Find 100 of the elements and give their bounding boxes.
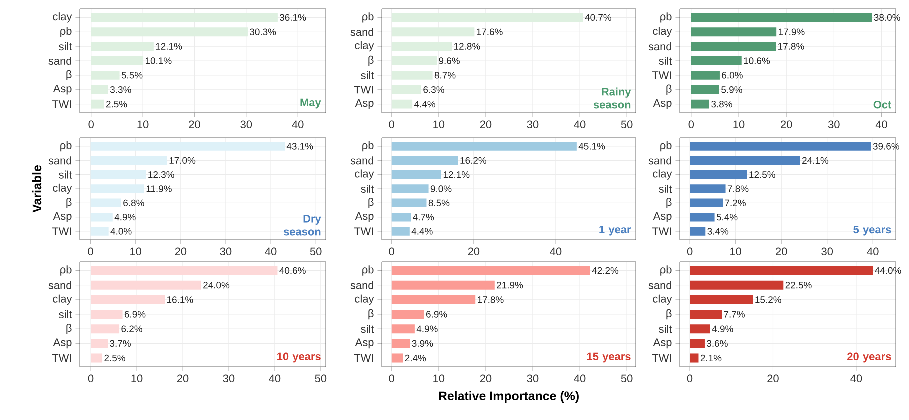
y-tick-label: silt	[59, 310, 72, 319]
x-axis-title: Relative Importance (%)	[439, 391, 579, 403]
y-tick-label: clay	[355, 294, 374, 306]
data-label: 6.3%	[424, 86, 444, 94]
x-tick-label: 0	[389, 248, 394, 256]
x-tick-label: 10	[138, 120, 149, 129]
bar	[91, 56, 144, 66]
x-tick-label: 10	[434, 120, 445, 129]
data-label: 9.0%	[430, 186, 452, 192]
y-tick-label: Asp	[653, 212, 672, 222]
x-tick-label: 0	[688, 120, 694, 129]
x-tick-label: 20	[177, 374, 189, 383]
bar	[690, 212, 715, 222]
x-tick-label: 10	[434, 374, 445, 383]
bar	[90, 212, 113, 222]
y-tick-label: ρb	[60, 266, 72, 276]
annotation: Rainy season	[594, 88, 632, 109]
bar	[91, 85, 108, 94]
bar	[392, 227, 410, 236]
x-tick-label: 20	[776, 248, 788, 256]
data-label: 2.1%	[700, 354, 722, 362]
bar	[690, 142, 872, 151]
bar	[690, 266, 874, 276]
bar	[91, 339, 108, 348]
annotation: 10 years	[278, 352, 321, 363]
bar	[91, 266, 278, 276]
bar	[91, 310, 123, 320]
x-tick-label: 0	[88, 248, 94, 256]
bar	[392, 339, 410, 348]
y-tick-label: β	[368, 198, 374, 208]
data-label: 8.5%	[428, 200, 450, 207]
y-tick-label: silt	[361, 71, 374, 80]
bar	[690, 198, 724, 208]
bar	[691, 28, 777, 37]
bar	[690, 354, 699, 363]
x-tick-label: 30	[527, 374, 539, 383]
bar	[691, 100, 710, 109]
bar	[90, 156, 168, 166]
y-tick-label: β	[66, 198, 72, 208]
x-tick-label: 40	[265, 248, 277, 256]
bar	[392, 324, 415, 334]
x-tick-label: 40	[574, 120, 586, 129]
x-tick-label: 30	[828, 120, 840, 129]
y-tick-label: TWI	[354, 228, 374, 236]
x-tick-label: 10	[730, 248, 742, 256]
bar	[690, 310, 722, 320]
data-label: 8.7%	[434, 72, 456, 79]
y-tick-label: β	[66, 324, 72, 334]
bar	[91, 100, 104, 109]
y-tick-label: β	[66, 70, 72, 81]
y-tick-label: sand	[48, 156, 72, 165]
annotation: Oct	[874, 100, 892, 109]
data-label: 17.0%	[170, 157, 196, 164]
data-label: 4.0%	[110, 228, 132, 235]
y-tick-label: clay	[53, 12, 72, 23]
y-tick-label: TWI	[52, 354, 72, 362]
x-tick-label: 50	[310, 248, 322, 256]
y-tick-label: clay	[53, 294, 72, 306]
bar	[392, 184, 429, 194]
x-tick-label: 20	[781, 120, 792, 129]
data-label: 15.2%	[756, 296, 782, 304]
data-label: 39.6%	[873, 143, 900, 150]
data-label: 16.2%	[460, 157, 487, 164]
data-label: 4.7%	[413, 214, 434, 221]
y-tick-label: Asp	[653, 338, 672, 349]
x-tick-label: 50	[315, 374, 327, 383]
data-label: 3.4%	[708, 228, 729, 235]
x-tick-label: 20	[175, 248, 187, 256]
bar	[691, 85, 720, 94]
x-tick-label: 0	[389, 120, 394, 129]
bar	[90, 198, 122, 208]
bar	[91, 280, 202, 290]
annotation: 5 years	[854, 226, 892, 236]
x-tick-label: 0	[88, 120, 94, 129]
y-tick-label: silt	[361, 325, 374, 334]
bar	[392, 354, 404, 363]
data-label: 3.3%	[110, 86, 132, 94]
y-tick-label: ρb	[362, 266, 374, 276]
y-tick-label: TWI	[652, 228, 672, 236]
data-label: 21.9%	[497, 282, 524, 289]
annotation: 15 years	[587, 352, 631, 363]
bar	[91, 42, 154, 52]
data-label: 24.1%	[802, 157, 829, 164]
bar	[90, 170, 146, 180]
y-tick-label: TWI	[354, 354, 374, 362]
y-tick-label: sand	[350, 156, 374, 165]
y-tick-label: sand	[48, 281, 72, 290]
y-tick-label: sand	[350, 281, 374, 290]
y-axis-title: Variable	[32, 166, 42, 213]
bar	[392, 295, 476, 304]
y-tick-label: clay	[355, 41, 374, 52]
x-tick-label: 40	[574, 374, 586, 383]
y-tick-label: sand	[648, 156, 672, 165]
data-label: 16.1%	[167, 296, 194, 304]
x-tick-label: 20	[480, 374, 492, 383]
x-tick-label: 20	[468, 248, 480, 256]
data-label: 38.0%	[874, 14, 900, 22]
x-tick-label: 0	[88, 374, 94, 383]
bar	[90, 227, 109, 236]
y-tick-label: TWI	[52, 100, 72, 108]
